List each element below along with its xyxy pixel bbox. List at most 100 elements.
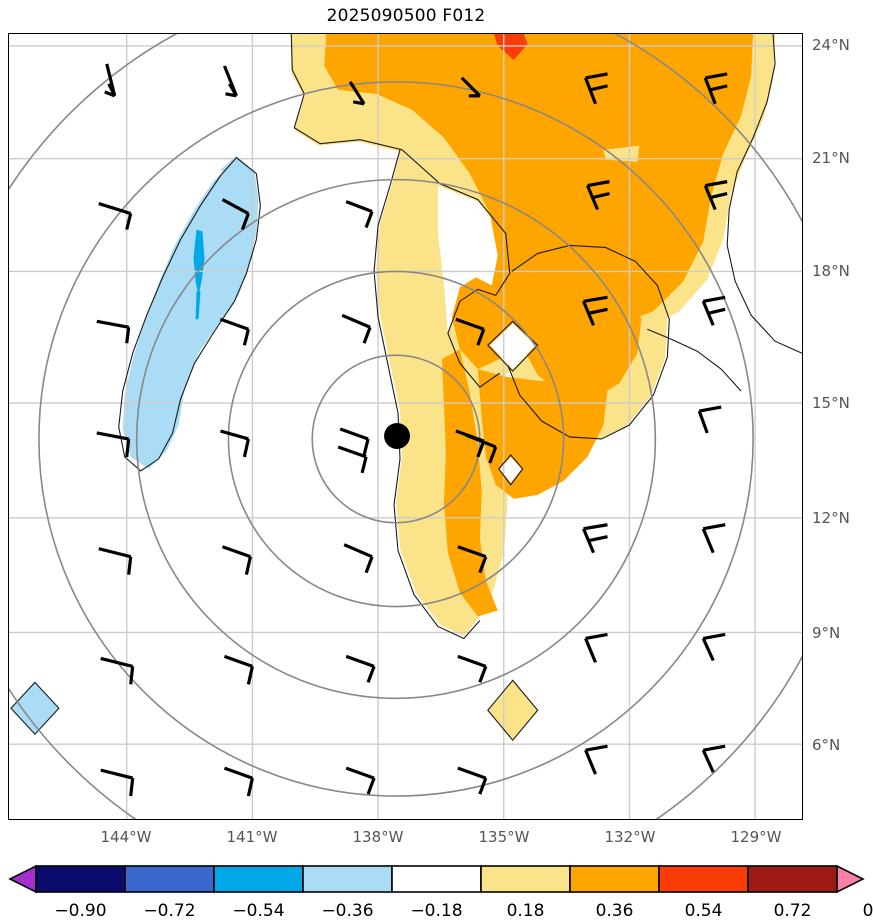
wind-barb	[221, 545, 252, 575]
colorbar-segment	[480, 865, 571, 893]
wind-barb	[220, 429, 250, 458]
colorbar-segment	[302, 865, 393, 893]
fill-region-cyan-core-tail	[195, 291, 201, 320]
ytick-label-6n: 6°N	[812, 736, 841, 754]
wind-barb	[455, 317, 486, 346]
wind-barb	[465, 433, 498, 464]
xtick-label-138w: 138°W	[352, 828, 404, 846]
wind-barb	[457, 654, 488, 683]
page-title: 2025090500 F012	[326, 6, 486, 26]
wind-barb	[703, 180, 728, 211]
wind-barb	[343, 543, 374, 574]
colorbar-extend-min	[8, 864, 37, 894]
fill-hole-white-diamond-upper	[489, 323, 536, 370]
wind-barb	[345, 654, 376, 683]
ytick-label-9n: 9°N	[812, 624, 841, 642]
colorbar-segment	[213, 865, 304, 893]
wind-barb	[584, 632, 608, 664]
ytick-label-12n: 12°N	[812, 509, 850, 527]
wind-barb	[337, 445, 368, 474]
colorbar-tick-label: −0.72	[143, 901, 195, 921]
xtick-label-141w: 141°W	[226, 828, 278, 846]
wind-barb	[98, 202, 133, 230]
wind-barb	[223, 654, 254, 685]
colorbar-segment	[391, 865, 482, 893]
wind-barb	[701, 632, 726, 662]
colorbar-extend-max	[836, 864, 865, 894]
wind-barb	[460, 76, 481, 98]
wind-barb	[341, 313, 372, 344]
colorbar-segment	[569, 865, 660, 893]
colorbar-canvas: −0.90 −0.72 −0.54 −0.36 −0.18 0.18 0.36 0.54 0.7…	[8, 864, 873, 921]
field-contour-lines	[10, 34, 802, 742]
ytick-label-15n: 15°N	[812, 394, 850, 412]
fill-region-cyan-core-nw	[193, 229, 205, 296]
wind-barb	[457, 766, 488, 795]
wind-barb	[348, 81, 366, 106]
colorbar: −0.90 −0.72 −0.54 −0.36 −0.18 0.18 0.36 0.54 0.7…	[0, 858, 873, 924]
fill-region-orange-core	[324, 34, 754, 370]
map-canvas	[9, 34, 802, 819]
wind-barb	[96, 319, 131, 344]
colorbar-tick-labels: −0.90 −0.72 −0.54 −0.36 −0.18 0.18 0.36 0.54 0.7…	[54, 901, 873, 921]
wind-barb	[582, 295, 608, 326]
xtick-label-144w: 144°W	[100, 828, 152, 846]
fill-region-red-orange-north	[493, 34, 528, 60]
wind-barb	[100, 656, 135, 685]
colorbar-tick-label: −0.90	[54, 901, 106, 921]
colorbar-swatches	[8, 864, 865, 894]
wind-barb	[584, 744, 608, 775]
ytick-label-21n: 21°N	[812, 149, 850, 167]
fill-cell-light-blue-top	[220, 155, 253, 186]
wind-barb	[701, 523, 726, 554]
colorbar-tick-label: −0.36	[321, 901, 373, 921]
colorbar-tick-label: −0.54	[232, 901, 284, 921]
ytick-label-24n: 24°N	[812, 36, 850, 54]
wind-barb	[222, 65, 238, 98]
colorbar-tick-label: 0.18	[507, 901, 545, 921]
wind-barb	[703, 72, 728, 105]
wind-barb	[345, 200, 374, 229]
colorbar-segment	[658, 865, 749, 893]
colorbar-tick-label: 0.36	[596, 901, 634, 921]
fill-region-orange-east-lobe	[519, 261, 642, 400]
wind-barb	[457, 545, 488, 574]
wind-barb	[221, 198, 250, 231]
wind-barb	[100, 768, 135, 797]
wind-barb	[96, 431, 131, 458]
fill-hole-white-diamond-lower	[499, 456, 522, 483]
map-gridlines	[9, 34, 802, 819]
xtick-label-132w: 132°W	[604, 828, 656, 846]
colorbar-tick-label: 0.54	[685, 901, 723, 921]
colorbar-tick-label: 0.90	[863, 901, 873, 921]
wind-barb	[582, 523, 608, 554]
colorbar-segment	[747, 865, 838, 893]
fill-notch-yellow-north	[603, 145, 640, 162]
storm-center-marker	[384, 423, 410, 449]
wind-barb	[697, 405, 722, 434]
fill-cell-yellow-south	[487, 680, 538, 741]
colorbar-tick-label: −0.18	[410, 901, 462, 921]
ytick-label-18n: 18°N	[812, 262, 850, 280]
colorbar-segment	[35, 865, 126, 893]
wind-barb	[98, 547, 133, 575]
colorbar-segment	[124, 865, 215, 893]
range-rings	[9, 34, 802, 819]
fill-region-orange-central	[477, 365, 608, 499]
map-plot-area	[8, 33, 803, 820]
fill-region-light-blue-nw	[122, 161, 259, 469]
colorbar-tick-label: 0.72	[774, 901, 812, 921]
fill-region-orange-south-tongue	[441, 349, 498, 617]
wind-barb	[104, 63, 117, 98]
wind-barb	[586, 180, 610, 211]
xtick-label-129w: 129°W	[730, 828, 782, 846]
wind-barb	[701, 744, 726, 773]
wind-barb-field	[96, 63, 728, 797]
wind-barb	[584, 72, 608, 105]
wind-barb	[223, 766, 254, 797]
wind-barb	[701, 295, 726, 326]
wind-barb	[219, 317, 250, 346]
wind-barb	[345, 766, 376, 795]
wind-barb	[339, 427, 370, 456]
